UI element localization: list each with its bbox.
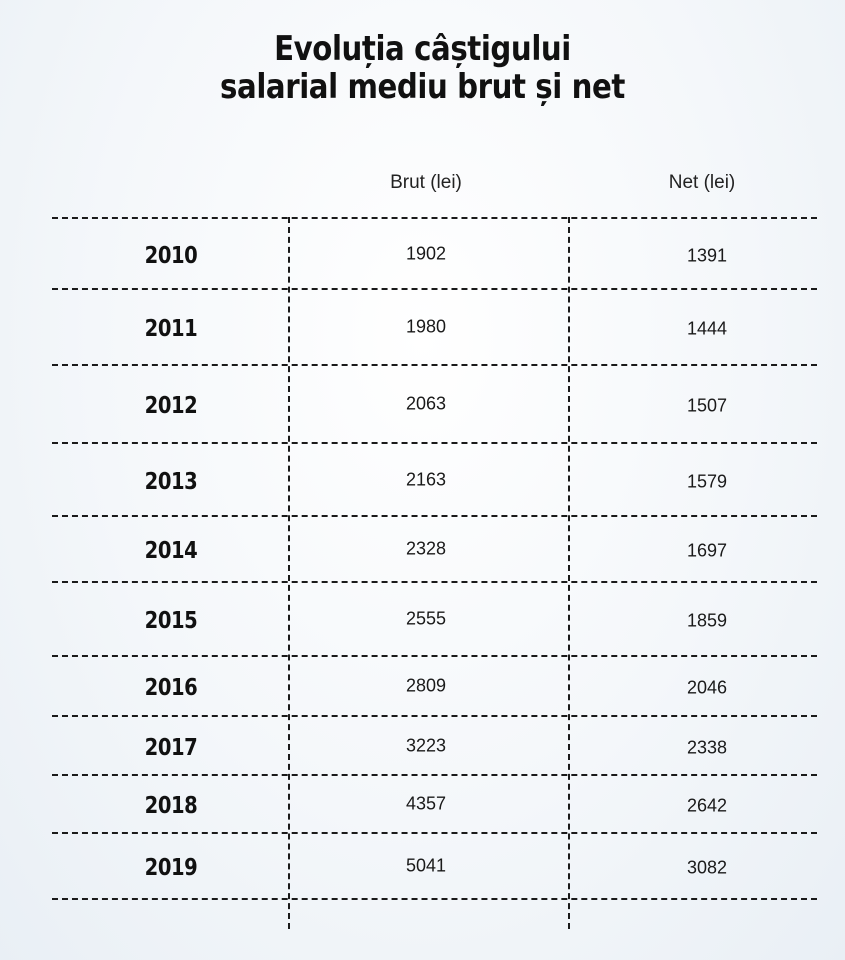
column-header-brut: Brut (lei) [390, 172, 462, 193]
chart-title: Evoluția câștigului salarial mediu brut … [59, 30, 786, 106]
table-cell-net: 2338 [686, 737, 728, 757]
table-cell-net: 1391 [686, 245, 728, 265]
table-cell-net: 1859 [686, 610, 728, 631]
table-cell-brut: 2063 [405, 393, 447, 414]
table-cell-brut: 4357 [405, 793, 447, 814]
chart-title-line-1: Evoluția câștigului [274, 29, 571, 69]
table-cell-net: 1507 [686, 395, 728, 416]
table-row-year: 2013 [144, 468, 198, 495]
table-cell-brut: 2328 [405, 538, 447, 559]
row-divider [52, 217, 817, 219]
table-row-year: 2015 [144, 608, 198, 634]
column-divider-left [288, 217, 290, 929]
row-divider [52, 715, 817, 717]
row-divider [52, 515, 817, 517]
table-cell-brut: 1902 [405, 243, 447, 263]
table-cell-brut: 1980 [405, 316, 447, 337]
table-row-year: 2012 [144, 393, 198, 419]
table-cell-net: 2642 [686, 795, 728, 816]
table-cell-brut: 5041 [405, 855, 447, 876]
row-divider [52, 581, 817, 583]
row-divider [52, 832, 817, 834]
table-cell-brut: 2809 [405, 675, 447, 696]
table-cell-brut: 3223 [405, 735, 447, 755]
row-divider [52, 442, 817, 444]
table-cell-net: 1444 [686, 318, 728, 339]
column-header-net: Net (lei) [668, 172, 736, 193]
row-divider [52, 774, 817, 776]
column-divider-right [568, 217, 570, 929]
table-row-year: 2011 [144, 316, 198, 342]
table-cell-net: 3082 [686, 857, 728, 878]
table-cell-net: 2046 [686, 677, 728, 698]
row-divider [52, 364, 817, 366]
table-cell-net: 1697 [686, 540, 728, 561]
row-divider [52, 288, 817, 290]
row-divider [52, 898, 817, 900]
table-row-year: 2019 [144, 855, 198, 881]
table-row-year: 2017 [144, 734, 198, 761]
table-row-year: 2016 [144, 675, 198, 701]
table-row-year: 2014 [144, 538, 198, 564]
chart-title-line-2: salarial mediu brut și net [220, 67, 625, 107]
table-cell-brut: 2555 [405, 608, 447, 629]
table-cell-net: 1579 [686, 471, 728, 491]
table-cell-brut: 2163 [405, 469, 447, 489]
table-row-year: 2010 [144, 242, 198, 269]
table-row-year: 2018 [144, 793, 198, 819]
row-divider [52, 655, 817, 657]
